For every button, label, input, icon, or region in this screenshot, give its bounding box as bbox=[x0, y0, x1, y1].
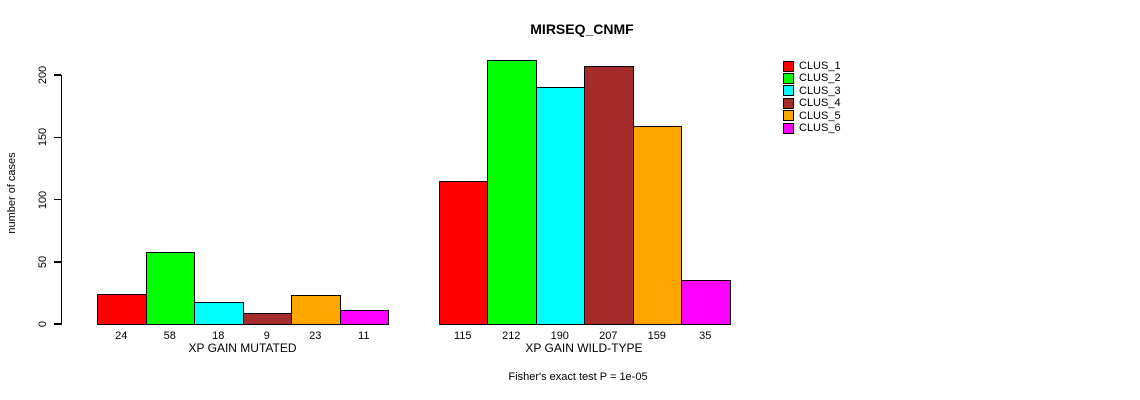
bar-value-label: 159 bbox=[647, 330, 666, 342]
y-tick-label: 50 bbox=[37, 255, 49, 268]
bar-value-label: 23 bbox=[309, 330, 322, 342]
legend-item-clus_1: CLUS_1 bbox=[783, 60, 841, 72]
bar-clus_2-mutated bbox=[145, 251, 195, 325]
legend-item-clus_3: CLUS_3 bbox=[783, 85, 841, 97]
bar-value-label: 115 bbox=[453, 330, 472, 342]
legend-swatch-clus_3 bbox=[783, 85, 794, 97]
y-axis-title: number of cases bbox=[6, 152, 18, 234]
bar-clus_1-mutated bbox=[97, 294, 147, 325]
bar-value-label: 212 bbox=[502, 330, 521, 342]
bar-value-label: 35 bbox=[699, 330, 712, 342]
legend-label: CLUS_4 bbox=[799, 97, 841, 110]
y-axis-line bbox=[60, 75, 62, 325]
y-tick bbox=[53, 74, 61, 76]
bar-clus_3-mutated bbox=[194, 301, 244, 325]
bar-value-label: 18 bbox=[212, 330, 225, 342]
bar-clus_3-wildtype bbox=[535, 87, 585, 325]
bar-clus_6-mutated bbox=[339, 310, 389, 325]
bar-clus_2-wildtype bbox=[487, 60, 537, 325]
bar-value-label: 24 bbox=[115, 330, 128, 342]
legend-swatch-clus_5 bbox=[783, 110, 794, 122]
legend-swatch-clus_6 bbox=[783, 122, 794, 134]
y-tick-label: 100 bbox=[37, 190, 49, 209]
bar-value-label: 58 bbox=[163, 330, 176, 342]
y-tick-label: 200 bbox=[37, 65, 49, 85]
y-tick-label: 150 bbox=[37, 128, 49, 147]
fisher-test-footnote: Fisher's exact test P = 1e-05 bbox=[508, 371, 648, 383]
y-tick bbox=[53, 323, 61, 325]
legend-item-clus_4: CLUS_4 bbox=[783, 97, 841, 109]
legend-label: CLUS_6 bbox=[799, 122, 841, 134]
legend-label: CLUS_3 bbox=[799, 84, 841, 97]
legend-swatch-clus_4 bbox=[783, 97, 794, 109]
bar-value-label: 9 bbox=[263, 330, 270, 342]
bar-value-label: 190 bbox=[550, 330, 569, 342]
bar-value-label: 11 bbox=[358, 330, 370, 342]
bar-clus_4-wildtype bbox=[584, 66, 634, 325]
x-group-label-wildtype: XP GAIN WILD-TYPE bbox=[525, 341, 643, 355]
legend-item-clus_5: CLUS_5 bbox=[783, 110, 841, 122]
legend-label: CLUS_5 bbox=[799, 109, 841, 122]
y-tick bbox=[53, 136, 61, 138]
legend-item-clus_6: CLUS_6 bbox=[783, 122, 841, 134]
legend-label: CLUS_2 bbox=[799, 72, 841, 85]
bar-clus_1-wildtype bbox=[438, 180, 488, 325]
legend-swatch-clus_2 bbox=[783, 72, 794, 84]
x-group-label-mutated: XP GAIN MUTATED bbox=[188, 341, 297, 355]
bar-clus_5-mutated bbox=[291, 295, 341, 325]
legend-swatch-clus_1 bbox=[783, 60, 794, 72]
legend-item-clus_2: CLUS_2 bbox=[783, 72, 841, 84]
bar-clus_4-mutated bbox=[242, 312, 292, 325]
y-tick bbox=[53, 198, 61, 201]
bar-clus_6-wildtype bbox=[681, 280, 731, 325]
chart-title: MIRSEQ_CNMF bbox=[530, 21, 634, 37]
legend-label: CLUS_1 bbox=[799, 60, 841, 72]
y-tick bbox=[53, 261, 61, 263]
bar-clus_5-wildtype bbox=[632, 126, 682, 325]
bar-value-label: 207 bbox=[599, 330, 618, 342]
y-tick-label: 0 bbox=[37, 320, 49, 328]
